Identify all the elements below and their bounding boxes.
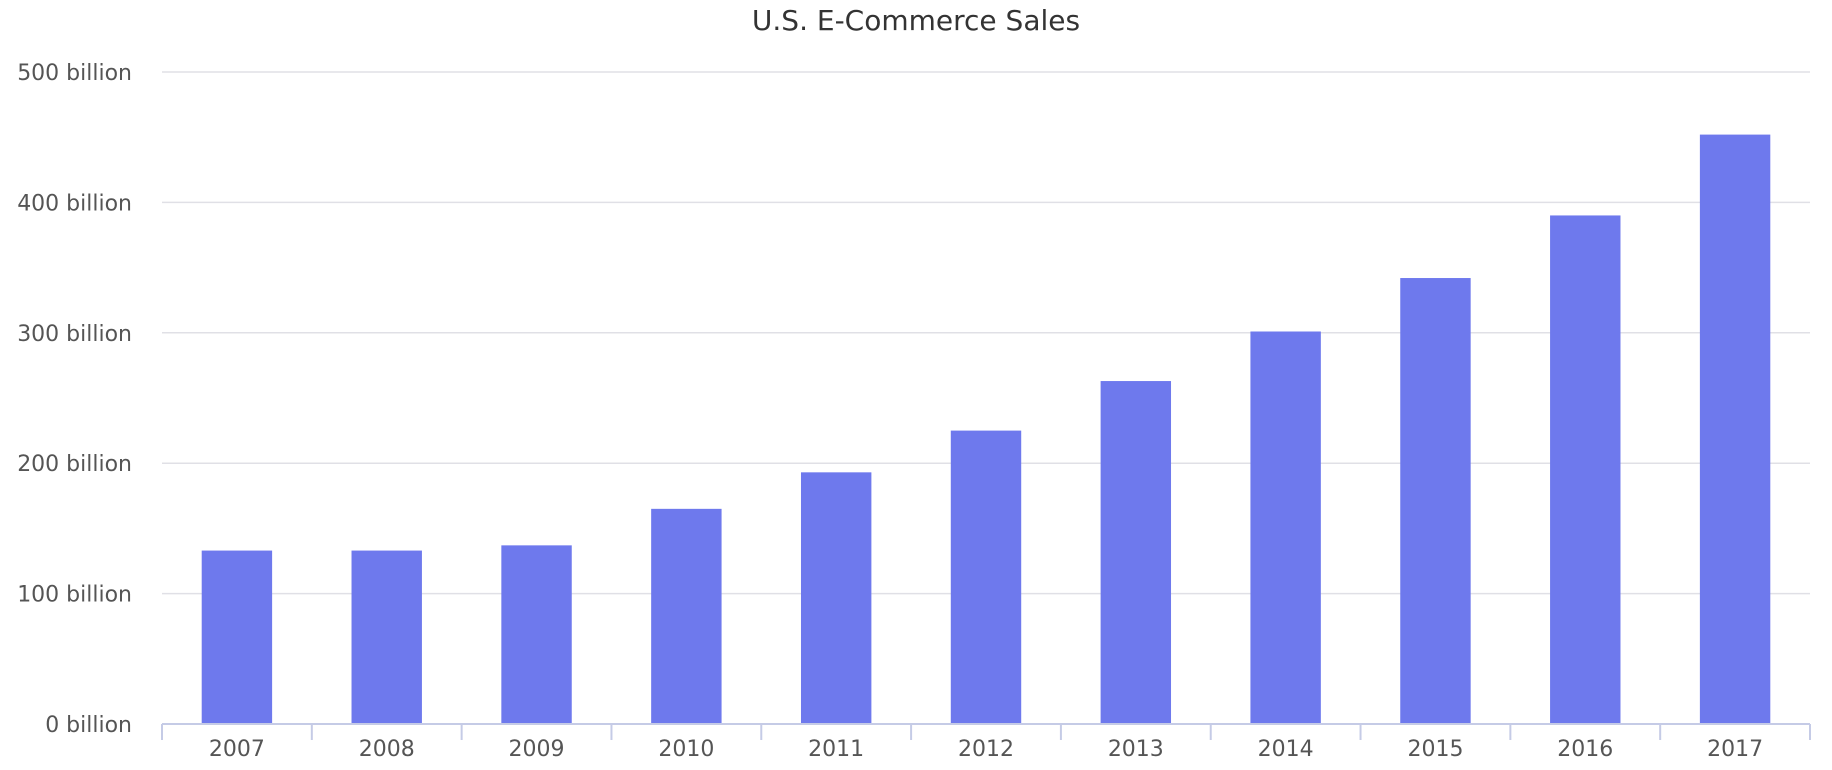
bar-2014 (1250, 331, 1321, 724)
bar-2009 (501, 545, 572, 724)
y-tick-label: 300 billion (17, 322, 132, 347)
x-tick-label: 2011 (808, 737, 864, 762)
bar-2010 (651, 508, 722, 724)
bar-2008 (351, 550, 422, 724)
x-tick-label: 2014 (1258, 737, 1314, 762)
x-tick-label: 2017 (1707, 737, 1763, 762)
bar-2017 (1699, 134, 1771, 725)
chart-title: U.S. E-Commerce Sales (752, 4, 1080, 37)
x-tick-label: 2009 (509, 737, 565, 762)
y-axis-tick-labels: 0 billion 100 billion 200 billion 300 billi… (17, 61, 132, 738)
bar-2013 (1100, 381, 1172, 724)
y-tick-label: 0 billion (45, 713, 132, 738)
x-tick-label: 2007 (209, 737, 265, 762)
bars (201, 134, 1771, 725)
y-tick-label: 100 billion (17, 583, 132, 608)
bar-2011 (800, 472, 872, 724)
bar-2012 (950, 430, 1022, 724)
y-tick-label: 200 billion (17, 452, 132, 477)
x-tick-label: 2013 (1108, 737, 1164, 762)
bar-2015 (1400, 278, 1471, 724)
x-tick-label: 2010 (658, 737, 714, 762)
x-tick-label: 2016 (1557, 737, 1613, 762)
x-axis-tick-labels: 2007 2008 2009 2010 2011 2012 2013 2014 2015 2016… (209, 737, 1763, 762)
x-tick-label: 2015 (1407, 737, 1463, 762)
x-axis (161, 723, 1811, 740)
y-tick-label: 500 billion (17, 61, 132, 86)
x-tick-label: 2012 (958, 737, 1014, 762)
y-gridlines (162, 71, 1810, 595)
x-tick-label: 2008 (359, 737, 415, 762)
bar-2007 (201, 550, 273, 724)
bar-2016 (1550, 215, 1621, 724)
y-tick-label: 400 billion (17, 191, 132, 216)
